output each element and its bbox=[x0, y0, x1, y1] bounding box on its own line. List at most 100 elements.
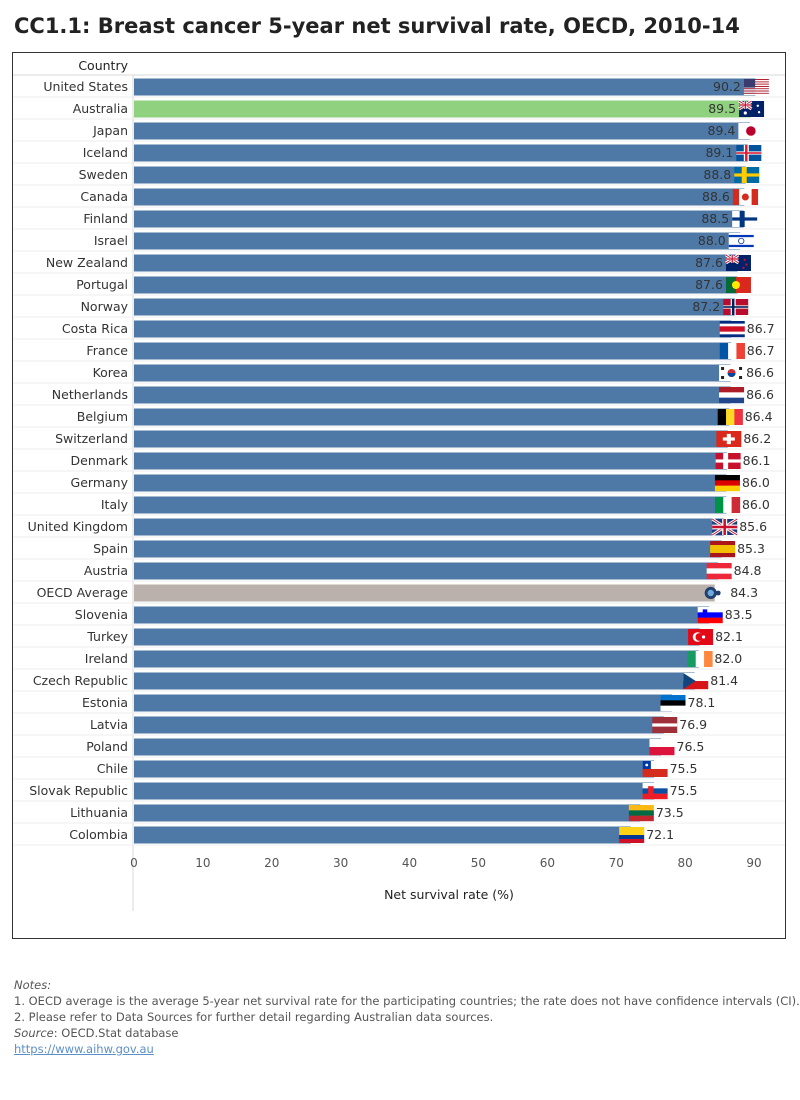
bar bbox=[134, 738, 661, 756]
data-label: 82.0 bbox=[714, 651, 742, 666]
bar bbox=[134, 100, 751, 118]
israel-flag-icon bbox=[728, 233, 754, 249]
category-label: Lithuania bbox=[70, 805, 128, 820]
source-text: : OECD.Stat database bbox=[53, 1026, 179, 1040]
italy-flag-icon bbox=[714, 497, 741, 513]
bar bbox=[134, 672, 695, 690]
source-line: Source: OECD.Stat database bbox=[14, 1025, 800, 1041]
portugal-flag-icon bbox=[725, 277, 751, 293]
category-label: Norway bbox=[81, 299, 129, 314]
finland-flag-icon bbox=[732, 211, 758, 227]
data-label: 86.7 bbox=[747, 321, 775, 336]
turkey-flag-icon bbox=[688, 629, 714, 645]
category-label: Czech Republic bbox=[33, 673, 128, 688]
data-label: 75.5 bbox=[670, 783, 698, 798]
bar bbox=[134, 826, 631, 844]
notes-section: Notes: 1. OECD average is the average 5-… bbox=[14, 977, 800, 1057]
category-label: Slovak Republic bbox=[29, 783, 128, 798]
bar bbox=[134, 364, 731, 382]
category-label: United Kingdom bbox=[28, 519, 128, 534]
bar bbox=[134, 320, 732, 338]
iceland-flag-icon bbox=[736, 145, 762, 161]
bar bbox=[134, 386, 731, 404]
x-tick-label: 0 bbox=[130, 856, 138, 870]
bar bbox=[134, 166, 746, 184]
chart-panel: Country United States 90.2 Australia 89.5 Jap… bbox=[12, 52, 786, 939]
x-tick-label: 90 bbox=[746, 856, 761, 870]
france-flag-icon bbox=[719, 343, 745, 359]
data-label: 88.8 bbox=[703, 167, 731, 182]
column-header: Country bbox=[78, 58, 128, 73]
norway-flag-icon bbox=[723, 299, 749, 315]
category-label: Latvia bbox=[90, 717, 128, 732]
category-label: Colombia bbox=[69, 827, 128, 842]
bar bbox=[134, 628, 700, 646]
category-label: Canada bbox=[80, 189, 128, 204]
data-label: 90.2 bbox=[713, 79, 741, 94]
austria-flag-icon bbox=[706, 563, 732, 580]
data-label: 73.5 bbox=[656, 805, 684, 820]
category-label: Denmark bbox=[71, 453, 129, 468]
bar bbox=[134, 254, 738, 272]
new-zealand-flag-icon bbox=[725, 253, 751, 271]
data-label: 87.6 bbox=[695, 277, 723, 292]
category-label: Belgium bbox=[77, 409, 128, 424]
category-label: Switzerland bbox=[55, 431, 128, 446]
bar bbox=[134, 518, 724, 536]
chart-title: CC1.1: Breast cancer 5-year net survival… bbox=[14, 14, 740, 38]
chile-flag-icon bbox=[642, 761, 668, 777]
ireland-flag-icon bbox=[687, 651, 713, 667]
data-label: 82.1 bbox=[715, 629, 743, 644]
bar bbox=[134, 694, 673, 712]
czech-flag-icon bbox=[683, 673, 709, 690]
data-label: 88.6 bbox=[702, 189, 730, 204]
data-label: 86.6 bbox=[746, 387, 774, 402]
bar bbox=[134, 606, 710, 624]
sweden-flag-icon bbox=[734, 167, 760, 183]
slovenia-flag-icon bbox=[697, 607, 723, 624]
data-label: 75.5 bbox=[670, 761, 698, 776]
category-label: Portugal bbox=[76, 277, 128, 292]
x-tick-label: 40 bbox=[402, 856, 417, 870]
data-label: 86.4 bbox=[745, 409, 773, 424]
category-label: Sweden bbox=[79, 167, 128, 182]
category-label: Finland bbox=[83, 211, 128, 226]
bar bbox=[134, 232, 741, 250]
latvia-flag-icon bbox=[652, 717, 678, 733]
bar bbox=[134, 122, 750, 140]
bar bbox=[134, 276, 738, 294]
denmark-flag-icon bbox=[715, 453, 741, 469]
note-item: 2. Please refer to Data Sources for furt… bbox=[14, 1010, 494, 1024]
data-label: 87.6 bbox=[695, 255, 723, 270]
category-label: Chile bbox=[97, 761, 129, 776]
japan-flag-icon bbox=[738, 123, 764, 139]
canada-flag-icon bbox=[732, 189, 759, 205]
us-flag-icon bbox=[743, 79, 769, 95]
bar bbox=[134, 474, 727, 492]
bar bbox=[134, 760, 655, 778]
category-label: New Zealand bbox=[46, 255, 128, 270]
category-label: Turkey bbox=[86, 629, 128, 644]
data-label: 86.0 bbox=[742, 475, 770, 490]
data-label: 87.2 bbox=[692, 299, 720, 314]
bar-chart: Country United States 90.2 Australia 89.5 Jap… bbox=[13, 58, 785, 911]
germany-flag-icon bbox=[714, 475, 740, 492]
x-tick-label: 20 bbox=[264, 856, 279, 870]
bar bbox=[134, 650, 699, 668]
source-label: Source bbox=[14, 1026, 54, 1040]
aihw-link[interactable]: https://www.aihw.gov.au bbox=[14, 1042, 154, 1056]
data-label: 86.2 bbox=[743, 431, 771, 446]
bar bbox=[134, 540, 722, 558]
bar bbox=[134, 210, 744, 228]
note-item: 1. OECD average is the average 5-year ne… bbox=[14, 994, 800, 1008]
slovakia-flag-icon bbox=[642, 783, 668, 800]
category-label: Italy bbox=[101, 497, 129, 512]
data-label: 85.6 bbox=[739, 519, 767, 534]
bar bbox=[134, 496, 727, 514]
category-label: France bbox=[86, 343, 128, 358]
data-label: 76.9 bbox=[679, 717, 707, 732]
estonia-flag-icon bbox=[660, 695, 686, 712]
bar bbox=[134, 298, 735, 316]
australia-flag-icon bbox=[738, 99, 765, 117]
data-label: 88.0 bbox=[698, 233, 726, 248]
